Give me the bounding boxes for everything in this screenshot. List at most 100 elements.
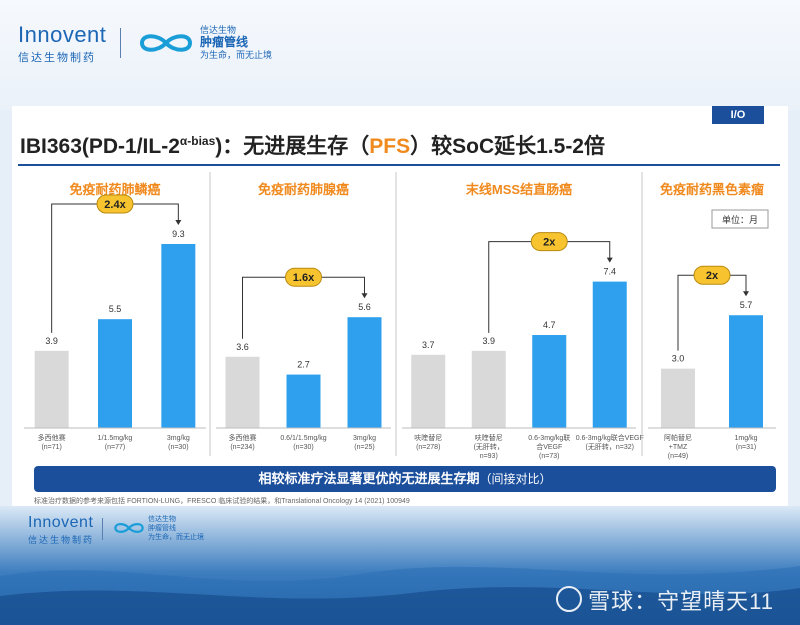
xueqiu-logo-icon	[556, 586, 582, 612]
category-label: 合VEGF	[536, 442, 562, 451]
panel-title: 免疫耐药肺鳞癌	[69, 182, 160, 197]
bar	[34, 350, 69, 428]
multiplier-label: 2.4x	[104, 199, 126, 211]
category-label: (n=30)	[293, 444, 313, 451]
bar	[347, 317, 382, 428]
bar	[225, 356, 260, 428]
panel-title: 免疫耐药肺腺癌	[258, 182, 349, 197]
title-pfs: PFS	[369, 135, 411, 158]
footer-oncology-logo: 信达生物 肿瘤管线 为生命，而无止境	[148, 515, 204, 542]
brand-subtitle: 信达生物制药	[18, 52, 96, 64]
category-label: (n=73)	[539, 453, 559, 460]
category-label: 1/1.5mg/kg	[98, 435, 133, 442]
panel-title: 免疫耐药黑色素瘤	[660, 182, 764, 197]
category-label: (n=77)	[105, 444, 125, 451]
panel-title: 末线MSS结直肠癌	[465, 182, 572, 197]
category-label: (n=31)	[736, 444, 756, 451]
bar	[161, 244, 196, 428]
multiplier-label: 2x	[706, 270, 719, 282]
category-label: (n=49)	[668, 453, 688, 460]
bar-value-label: 3.9	[482, 336, 495, 346]
category-label: 0.6/1/1.5mg/kg	[280, 435, 326, 442]
banner-main-text: 相较标准疗法显著更优的无进展生存期	[258, 471, 480, 486]
bar	[286, 374, 321, 428]
category-label: 3mg/kg	[353, 435, 376, 442]
io-tag: I/O	[712, 106, 764, 124]
bar-value-label: 9.3	[172, 229, 185, 239]
multiplier-badge	[96, 194, 134, 214]
category-label: (n=234)	[230, 444, 254, 451]
title-underline	[18, 164, 780, 166]
unit-box	[711, 209, 769, 229]
conclusion-banner: 相较标准疗法显著更优的无进展生存期（间接对比）	[34, 466, 776, 492]
comparison-arrowhead	[361, 293, 368, 299]
outer-header: Innovent 信达生物制药 信达生物 肿瘤管线 为生命，而无止境	[0, 0, 800, 110]
bar	[592, 281, 627, 428]
footer-brand-sub: 信达生物制药	[28, 535, 95, 545]
title-suffix: ）较SoC延长1.5-2倍	[410, 135, 605, 158]
watermark: 雪球：守望晴天11	[588, 589, 774, 614]
footer-innovent-logo: Innovent 信达生物制药	[28, 514, 94, 546]
category-label: 呋喹替尼	[475, 433, 503, 442]
multiplier-badge	[530, 232, 568, 252]
footer-oncology-line2: 肿瘤管线	[148, 525, 176, 532]
category-label: 多西他赛	[38, 433, 66, 442]
comparison-arrowhead	[743, 291, 749, 297]
bar-value-label: 3.0	[672, 354, 685, 364]
brand-name: Innovent	[18, 22, 107, 47]
oncology-pipeline-logo: 信达生物 肿瘤管线 为生命，而无止境	[200, 24, 272, 61]
category-label: 呋喹替尼	[414, 433, 442, 442]
bar	[729, 315, 763, 428]
oncology-line1: 信达生物	[200, 25, 237, 35]
bar-value-label: 3.7	[422, 340, 435, 350]
bar-value-label: 2.7	[297, 360, 310, 370]
bar-value-label: 3.6	[236, 342, 249, 352]
bar	[411, 354, 446, 428]
title-superscript: α-bias	[179, 134, 216, 148]
bar	[532, 335, 567, 428]
bar-value-label: 5.7	[740, 300, 753, 310]
footer: Innovent 信达生物制药 信达生物 肿瘤管线 为生命，而无止境 雪球：守望…	[0, 506, 800, 625]
innovent-logo: Innovent 信达生物制药	[18, 22, 106, 65]
bar	[661, 368, 695, 428]
bar	[98, 319, 132, 428]
title-prefix: IBI363(PD-1/IL-2	[20, 135, 180, 158]
category-label: (n=71)	[41, 444, 61, 451]
logo-divider	[120, 28, 121, 58]
multiplier-label: 2x	[543, 237, 556, 249]
footnote: 标准治疗数据的参考来源包括 FORTION-LUNG，FRESCO 临床试验的结…	[34, 498, 410, 505]
category-label: (n=25)	[354, 444, 374, 451]
category-label: (n=30)	[168, 444, 188, 451]
oncology-line3: 为生命，而无止境	[200, 50, 273, 60]
comparison-arrowhead	[606, 257, 613, 263]
category-label: 0.6-3mg/kg联	[528, 433, 570, 442]
category-label: 1mg/kg	[735, 435, 758, 442]
category-label: 3mg/kg	[167, 435, 190, 442]
category-label: 多西他赛	[229, 433, 257, 442]
title-mid: )：无进展生存（	[215, 135, 370, 158]
wave-decoration	[0, 566, 800, 625]
category-label: 0.6-3mg/kg联合VEGF	[576, 433, 644, 442]
footer-brand: Innovent	[28, 514, 94, 531]
infinity-logo-icon	[139, 34, 193, 52]
unit-label: 单位：月	[722, 214, 758, 225]
bar-value-label: 4.7	[543, 320, 556, 330]
footer-infinity-icon	[114, 523, 144, 533]
category-label: +TMZ	[669, 444, 688, 451]
category-label: (无肝转，n=32)	[586, 442, 634, 451]
slide: I/O IBI363(PD-1/IL-2α-bias)：无进展生存（PFS）较S…	[12, 106, 788, 506]
bar	[471, 350, 506, 428]
bar-value-label: 3.9	[45, 336, 58, 346]
comparison-arrowhead	[175, 220, 182, 225]
multiplier-label: 1.6x	[293, 272, 315, 284]
multiplier-badge	[693, 265, 731, 285]
footer-logo-divider	[102, 518, 103, 540]
bar-value-label: 7.4	[603, 267, 616, 277]
category-label: (无肝转，	[474, 442, 504, 451]
category-label: n=93)	[480, 453, 498, 460]
banner-sub-text: （间接对比）	[479, 472, 552, 486]
bar-value-label: 5.6	[358, 302, 371, 312]
oncology-line2: 肿瘤管线	[200, 35, 249, 49]
bar-value-label: 5.5	[109, 304, 122, 314]
footer-oncology-line3: 为生命，而无止境	[148, 534, 204, 541]
